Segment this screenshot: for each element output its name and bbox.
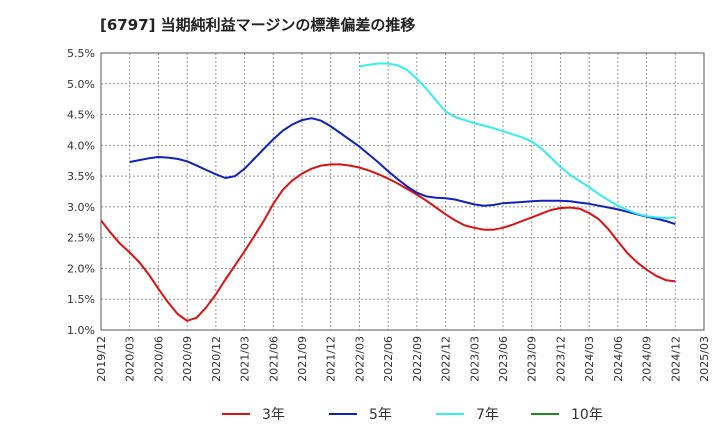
series-line-3	[359, 62, 676, 219]
x-tick-label: 2022/03	[353, 336, 366, 382]
x-tick-label: 2021/06	[267, 336, 280, 382]
x-tick-label: 2022/12	[440, 336, 453, 382]
x-tick-label: 2020/06	[152, 336, 165, 382]
y-tick-label: 2.0%	[67, 262, 95, 275]
x-tick-label: 2023/12	[554, 336, 567, 382]
y-tick-label: 4.5%	[67, 109, 95, 122]
y-tick-label: 3.5%	[67, 170, 95, 183]
x-tick-label: 2024/09	[641, 336, 654, 382]
x-tick-label: 2024/12	[669, 336, 682, 382]
x-tick-label: 2020/09	[181, 336, 194, 382]
x-tick-label: 2022/06	[382, 336, 395, 382]
x-tick-label: 2023/03	[468, 336, 481, 382]
plot-frame	[100, 52, 705, 331]
x-tick-label: 2021/09	[296, 336, 309, 382]
x-tick-label: 2024/06	[612, 336, 625, 382]
y-tick-label: 1.5%	[67, 293, 95, 306]
series-line-2	[129, 117, 676, 226]
legend-label-2: 5年	[369, 407, 392, 423]
y-tick-label: 5.0%	[67, 78, 95, 91]
x-tick-label: 2020/12	[210, 336, 223, 382]
y-tick-label: 1.0%	[67, 324, 95, 337]
legend-label-4: 10年	[571, 407, 603, 423]
chart-title: [6797] 当期純利益マージンの標準偏差の推移	[100, 16, 416, 34]
y-axis-ticks: 1.0% 1.5% 2.0% 2.5% 3.0% 3.5% 4.0% 4.5% 5.0% 5.5%	[67, 47, 95, 337]
legend: 3年 5年 7年 10年	[222, 407, 603, 423]
x-tick-label: 2024/03	[583, 336, 596, 382]
x-tick-label: 2022/09	[411, 336, 424, 382]
legend-label-1: 3年	[262, 407, 285, 423]
x-tick-label: 2023/09	[526, 336, 539, 382]
x-tick-label: 2019/12	[95, 336, 108, 382]
y-tick-label: 5.5%	[67, 47, 95, 60]
grid-lines	[100, 52, 705, 331]
series-line-1	[100, 163, 676, 322]
x-axis-ticks: 2019/12 2020/03 2020/06 2020/09 2020/12 2021/…	[95, 336, 711, 382]
x-tick-label: 2025/03	[698, 336, 711, 382]
x-tick-label: 2021/12	[325, 336, 338, 382]
y-tick-label: 4.0%	[67, 139, 95, 152]
y-tick-label: 3.0%	[67, 201, 95, 214]
x-tick-label: 2023/06	[497, 336, 510, 382]
series-lines	[100, 62, 676, 322]
y-tick-label: 2.5%	[67, 232, 95, 245]
x-tick-label: 2021/03	[239, 336, 252, 382]
legend-label-3: 7年	[476, 407, 499, 423]
x-tick-label: 2020/03	[124, 336, 137, 382]
